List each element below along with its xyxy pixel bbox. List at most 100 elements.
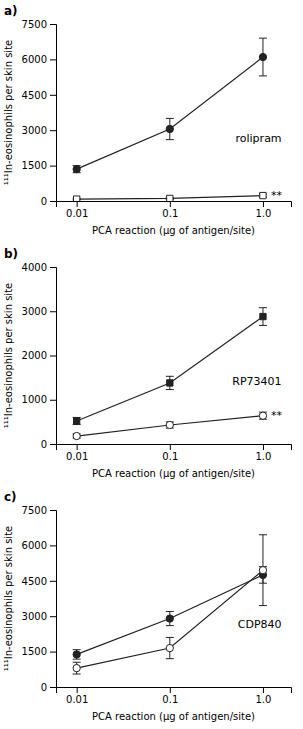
tick-mark xyxy=(50,652,56,653)
y-axis-title: ¹¹¹In-eosinophils per skin site xyxy=(3,40,14,185)
tick-label: 4000 xyxy=(22,262,47,273)
tick-label: 1.0 xyxy=(256,694,272,705)
panel: 0.010.11.001000200030004000PCA reaction … xyxy=(3,262,292,479)
marker xyxy=(260,313,266,319)
marker xyxy=(259,53,266,60)
tick: 3000 xyxy=(22,611,56,622)
y-axis-title: ¹¹¹In-eosinophils per skin site xyxy=(3,283,14,428)
plot-area xyxy=(73,535,267,674)
error-bar xyxy=(259,38,267,76)
tick-mark xyxy=(50,166,56,167)
tick-mark xyxy=(50,616,56,617)
error-bar xyxy=(166,611,174,625)
tick-label: 6000 xyxy=(22,54,47,65)
error-bar xyxy=(73,166,81,173)
tick-mark xyxy=(170,687,171,693)
series-line xyxy=(77,570,263,668)
tick-label: 0.1 xyxy=(162,208,178,219)
tick-label: 0 xyxy=(41,439,47,450)
axis-line xyxy=(57,688,292,694)
marker xyxy=(166,125,173,132)
error-bar xyxy=(73,662,81,674)
axis-line xyxy=(57,202,292,208)
x-axis: 0.010.11.0 xyxy=(57,444,292,462)
marker xyxy=(260,192,266,198)
tick-mark xyxy=(50,545,56,546)
x-axis-title: PCA reaction (μg of antigen/site) xyxy=(92,225,255,236)
tick-mark xyxy=(263,201,264,207)
error-bar xyxy=(259,412,267,419)
marker xyxy=(167,195,173,201)
annotation: ** xyxy=(271,409,283,422)
tick: 1.0 xyxy=(256,201,272,219)
tick: 4000 xyxy=(22,262,56,273)
tick-label: 1500 xyxy=(22,160,47,171)
tick: 4500 xyxy=(22,90,56,101)
panel-title: b) xyxy=(4,247,18,261)
tick-label: 1500 xyxy=(22,646,47,657)
tick: 0 xyxy=(41,196,56,207)
marker xyxy=(73,165,80,172)
series xyxy=(73,192,267,201)
tick-mark xyxy=(77,687,78,693)
marker xyxy=(166,644,173,651)
tick: 0.01 xyxy=(66,687,88,705)
panel-title: c) xyxy=(4,490,17,504)
tick-mark xyxy=(50,59,56,60)
series xyxy=(73,567,267,660)
error-bar xyxy=(259,535,267,606)
tick-label: 0.1 xyxy=(162,694,178,705)
tick-mark xyxy=(50,400,56,401)
tick-mark xyxy=(50,267,56,268)
marker xyxy=(259,567,266,574)
tick-mark xyxy=(50,687,56,688)
tick-label: 3000 xyxy=(22,611,47,622)
tick: 0 xyxy=(41,682,56,693)
tick: 1.0 xyxy=(256,687,272,705)
plot-area xyxy=(73,38,267,201)
tick-label: 3000 xyxy=(22,306,47,317)
plot-area xyxy=(73,308,267,440)
series xyxy=(73,38,267,173)
series xyxy=(73,412,267,440)
tick-mark xyxy=(50,356,56,357)
tick-label: 3000 xyxy=(22,125,47,136)
error-bar xyxy=(259,308,267,326)
tick-label: 0.1 xyxy=(162,451,178,462)
marker xyxy=(259,412,266,419)
tick: 0 xyxy=(41,439,56,450)
axis-line xyxy=(57,445,292,451)
tick: 0.01 xyxy=(66,201,88,219)
tick-label: 4500 xyxy=(22,576,47,587)
tick-label: 7500 xyxy=(22,505,47,516)
tick-mark xyxy=(50,444,56,445)
marker xyxy=(74,418,80,424)
series-line xyxy=(77,317,263,421)
marker xyxy=(74,196,80,201)
annotation: rolipram xyxy=(236,132,282,145)
tick-mark xyxy=(50,95,56,96)
annotation: CDP840 xyxy=(238,618,282,631)
tick: 3000 xyxy=(22,125,56,136)
marker xyxy=(166,421,173,428)
tick-mark xyxy=(170,444,171,450)
tick: 4500 xyxy=(22,576,56,587)
y-axis: 01000200030004000 xyxy=(22,262,57,450)
y-axis-title: ¹¹¹In-eosinophils per skin site xyxy=(3,526,14,671)
tick-label: 0.01 xyxy=(66,208,88,219)
axis-line xyxy=(50,25,57,202)
error-bar xyxy=(73,650,81,659)
tick: 0.1 xyxy=(162,201,178,219)
panel-title: a) xyxy=(4,4,18,18)
tick-mark xyxy=(50,201,56,202)
panel: 0.010.11.0015003000450060007500PCA react… xyxy=(3,505,292,722)
error-bar xyxy=(166,637,174,658)
tick-label: 6000 xyxy=(22,540,47,551)
marker xyxy=(73,651,80,658)
tick-label: 0.01 xyxy=(66,694,88,705)
tick-mark xyxy=(50,581,56,582)
tick: 3000 xyxy=(22,306,56,317)
tick: 0.1 xyxy=(162,444,178,462)
marker xyxy=(167,380,173,386)
series xyxy=(73,535,267,674)
